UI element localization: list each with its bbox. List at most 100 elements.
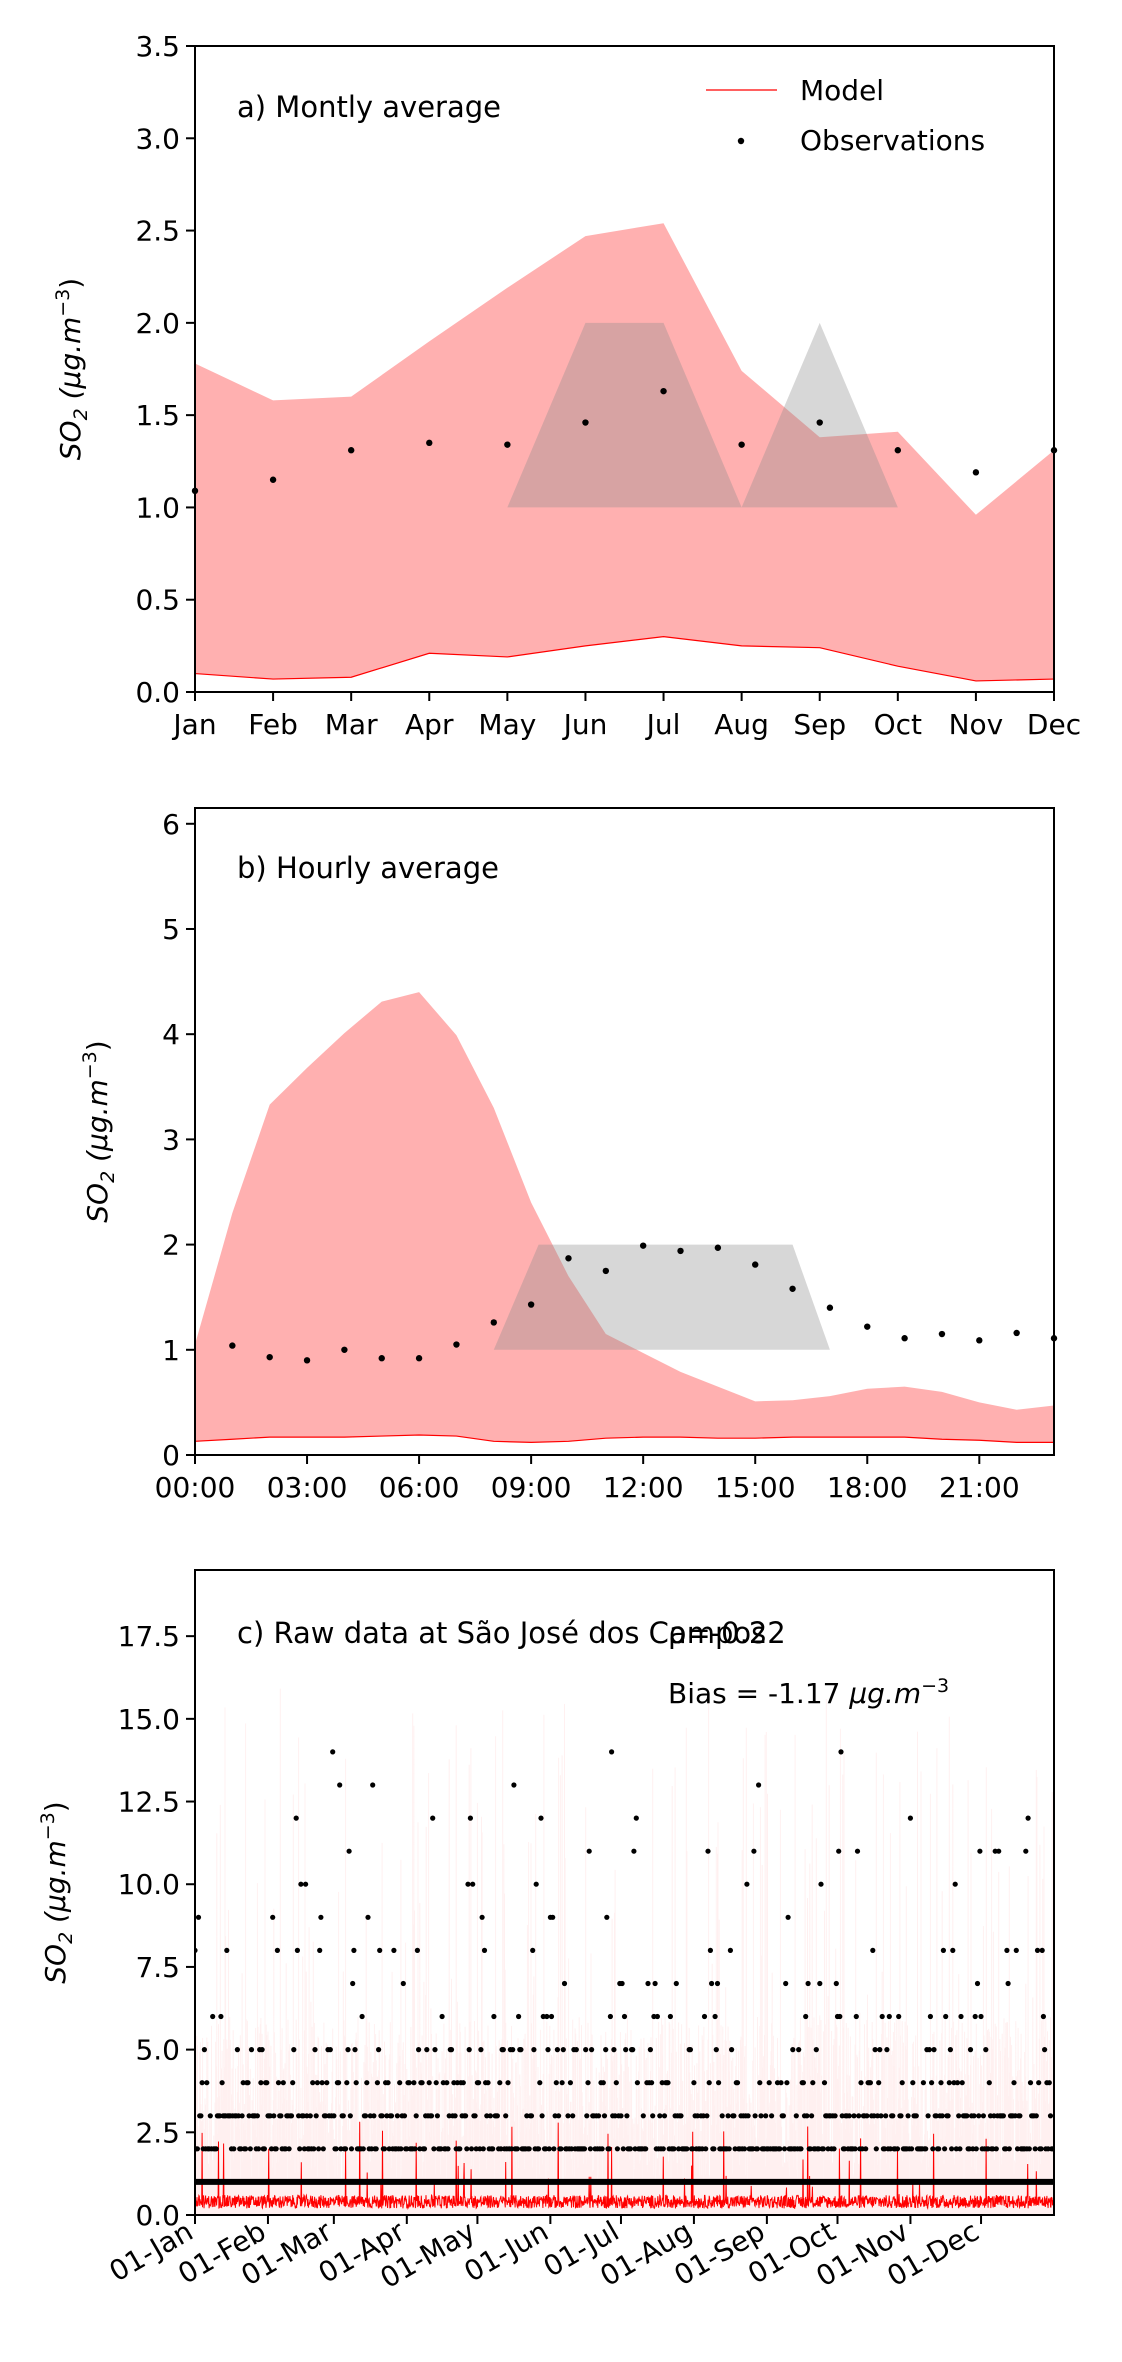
observation-point bbox=[1006, 2146, 1012, 2152]
observation-point bbox=[957, 2146, 963, 2152]
observation-point bbox=[565, 2113, 571, 2119]
x-tick-label: 21:00 bbox=[939, 1471, 1020, 1504]
observation-point bbox=[350, 1980, 356, 1987]
observation-point bbox=[652, 1980, 658, 1987]
y-axis-label-subscript: 2 bbox=[97, 1171, 119, 1183]
y-axis-label-exponent: −3 bbox=[37, 1812, 59, 1840]
observation-point bbox=[946, 2080, 952, 2086]
observation-point bbox=[741, 2146, 748, 2152]
observation-point bbox=[1036, 2080, 1042, 2086]
gray-shade-region bbox=[507, 322, 742, 508]
observation-point bbox=[707, 1947, 714, 1953]
observation-point bbox=[530, 1947, 536, 1953]
observation-point bbox=[599, 2146, 605, 2152]
observation-point bbox=[348, 2146, 355, 2152]
observation-point bbox=[953, 2146, 959, 2152]
observation-point bbox=[621, 2013, 628, 2020]
observation-point bbox=[485, 2080, 491, 2086]
observation-point bbox=[337, 1782, 343, 1788]
observation-point bbox=[609, 1749, 615, 1755]
observation-point bbox=[311, 2146, 317, 2152]
observation-point bbox=[602, 1267, 610, 1275]
observation-point bbox=[240, 2080, 246, 2086]
observation-point bbox=[481, 1947, 488, 1953]
observation-point bbox=[464, 2146, 470, 2152]
y-axis-label-exponent: −3 bbox=[52, 289, 74, 317]
observation-point bbox=[1027, 2080, 1034, 2086]
observation-point bbox=[460, 2080, 466, 2086]
x-tick-label: 18:00 bbox=[827, 1471, 908, 1504]
observation-point bbox=[952, 1881, 958, 1887]
observation-point bbox=[198, 2113, 204, 2119]
panel-a-monthly: 0.0 0.5 1.0 1.5 2.0 2.5 3.0 3.5 Jan Feb Mar Apr May J… bbox=[52, 30, 1081, 741]
x-tick-label: Jun bbox=[562, 708, 608, 741]
observation-point bbox=[890, 2113, 896, 2119]
observation-point bbox=[780, 2113, 787, 2119]
observation-point bbox=[266, 1353, 273, 1361]
observation-point bbox=[516, 2013, 522, 2020]
y-tick-label: 0.0 bbox=[135, 676, 180, 709]
observation-point bbox=[559, 2080, 565, 2086]
y-axis-label-units: (μg.m bbox=[81, 1079, 114, 1171]
observation-point bbox=[269, 476, 277, 483]
observation-point bbox=[933, 2113, 939, 2119]
observation-point bbox=[777, 2146, 783, 2152]
observation-point bbox=[554, 2047, 561, 2053]
x-tick-label: Oct bbox=[874, 708, 922, 741]
observation-point bbox=[926, 2047, 932, 2053]
observation-point bbox=[568, 2146, 575, 2152]
observation-point bbox=[691, 2080, 697, 2086]
y-tick-label: 17.5 bbox=[118, 1620, 180, 1653]
observation-point bbox=[930, 2146, 936, 2152]
y-axis-label-base: SO bbox=[39, 1944, 72, 1984]
observation-point bbox=[472, 2113, 478, 2119]
observation-point bbox=[804, 2113, 810, 2119]
observation-point bbox=[752, 1261, 759, 1268]
observation-point bbox=[480, 2146, 486, 2152]
observation-point bbox=[769, 2113, 775, 2119]
observation-point bbox=[909, 2146, 915, 2152]
panel-label: b) Hourly average bbox=[237, 851, 499, 885]
observation-point bbox=[473, 2146, 479, 2152]
observation-point bbox=[878, 2113, 884, 2119]
observation-point bbox=[478, 2047, 484, 2053]
observation-point bbox=[432, 2047, 438, 2053]
observation-point bbox=[785, 1914, 791, 1920]
y-tick-label: 3 bbox=[162, 1123, 180, 1156]
observation-point bbox=[298, 1881, 304, 1887]
observation-point bbox=[959, 2080, 965, 2086]
x-tick-label: Nov bbox=[949, 708, 1004, 741]
observation-point bbox=[374, 2080, 380, 2086]
observation-point bbox=[913, 2113, 919, 2119]
observation-point bbox=[820, 2146, 827, 2152]
observation-point bbox=[964, 2113, 970, 2119]
observation-point bbox=[195, 2146, 200, 2152]
observation-point bbox=[738, 441, 745, 448]
observation-point bbox=[343, 2146, 349, 2152]
observation-point bbox=[505, 2080, 511, 2086]
y-tick-label: 4 bbox=[162, 1018, 180, 1051]
observation-point bbox=[470, 1881, 476, 1887]
observation-point bbox=[925, 2113, 931, 2119]
observation-point bbox=[307, 2113, 313, 2119]
observation-point bbox=[463, 2113, 469, 2119]
observation-point bbox=[426, 439, 433, 447]
observation-point bbox=[254, 2113, 260, 2119]
y-tick-label: 2.5 bbox=[135, 215, 180, 248]
observation-point bbox=[581, 2146, 588, 2152]
model-hourly-range bbox=[195, 1688, 1054, 2215]
observation-point bbox=[528, 2113, 535, 2119]
observation-point bbox=[817, 1980, 823, 1987]
observation-point bbox=[314, 2080, 320, 2086]
observation-point bbox=[863, 2146, 869, 2152]
observation-point bbox=[630, 2047, 636, 2053]
observation-point bbox=[558, 2146, 564, 2152]
y-axis-label-base: SO bbox=[81, 1183, 114, 1223]
observation-point bbox=[980, 2113, 987, 2119]
x-tick-label: 15:00 bbox=[715, 1471, 796, 1504]
y-tick-label: 3.0 bbox=[135, 122, 180, 155]
x-tick-label: Feb bbox=[248, 708, 298, 741]
panel-c-raw: 0.02.55.07.510.012.515.017.501-Jan01-Feb… bbox=[37, 1569, 1055, 2295]
observation-point bbox=[537, 2080, 543, 2086]
x-tick-label: 00:00 bbox=[155, 1471, 236, 1504]
